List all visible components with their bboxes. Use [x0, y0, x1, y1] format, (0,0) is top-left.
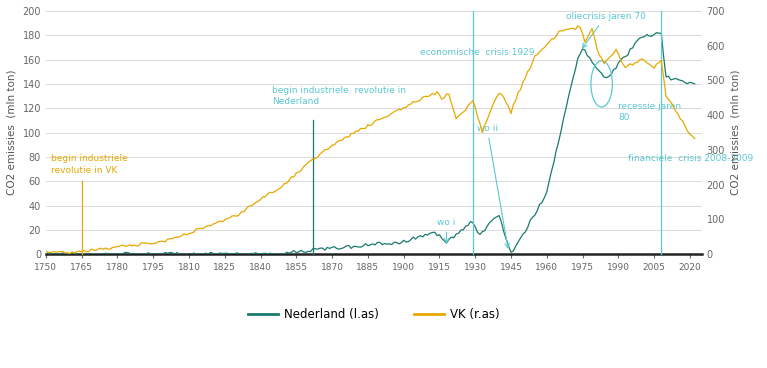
- Text: economische  crisis 1929: economische crisis 1929: [420, 48, 535, 57]
- Text: wo i: wo i: [437, 218, 456, 243]
- Text: oliecrisis jaren 70: oliecrisis jaren 70: [566, 12, 646, 48]
- Text: begin industriele
revolutie in VK: begin industriele revolutie in VK: [51, 155, 127, 174]
- Legend: Nederland (l.as), VK (r.as): Nederland (l.as), VK (r.as): [244, 304, 504, 326]
- Text: wo ii: wo ii: [476, 124, 509, 248]
- Y-axis label: CO2 emissies  (mln ton): CO2 emissies (mln ton): [731, 70, 741, 195]
- Text: begin industriele  revolutie in
Nederland: begin industriele revolutie in Nederland: [272, 86, 407, 106]
- Y-axis label: CO2 emissies  (mln ton): CO2 emissies (mln ton): [7, 70, 17, 195]
- Text: recessie jaren
80: recessie jaren 80: [618, 102, 681, 122]
- Text: financiele  crisis 2008-2009: financiele crisis 2008-2009: [628, 154, 753, 163]
